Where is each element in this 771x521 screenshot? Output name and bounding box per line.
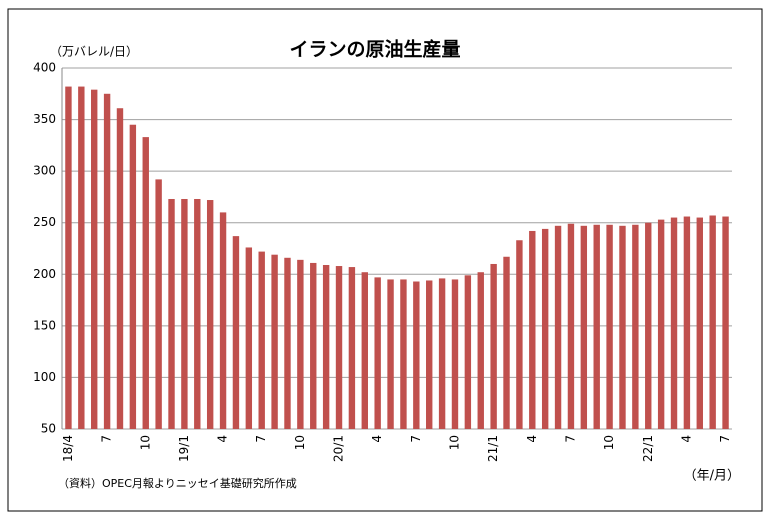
x-tick-label: 18/4 (61, 435, 75, 462)
bar (116, 108, 124, 430)
x-axis-label: （年/月） (684, 469, 740, 484)
x-tick-label: 10 (138, 435, 152, 450)
bar (722, 216, 729, 429)
bar (683, 216, 691, 429)
bar (361, 272, 368, 429)
x-tick-label: 7 (254, 435, 268, 443)
bar (567, 223, 575, 429)
bar (529, 230, 536, 429)
y-tick-label: 100 (33, 370, 56, 384)
bar (477, 272, 484, 429)
bar (503, 256, 510, 429)
bar (696, 217, 703, 429)
bar (580, 225, 588, 429)
x-tick-label: 7 (100, 435, 114, 443)
bar (541, 228, 549, 429)
bar (709, 215, 716, 429)
bar (490, 263, 497, 429)
bar (593, 224, 600, 429)
bar (155, 179, 162, 429)
y-tick-label: 150 (33, 318, 56, 332)
y-tick-label: 300 (33, 164, 56, 178)
x-tick-label: 4 (216, 435, 230, 443)
bar (632, 224, 639, 429)
bar (322, 265, 330, 429)
x-tick-label: 4 (370, 435, 384, 443)
x-tick-label: 10 (293, 435, 307, 450)
source-note: （資料）OPEC月報よりニッセイ基礎研究所作成 (58, 476, 297, 490)
bar (374, 277, 381, 429)
bar (451, 279, 459, 429)
x-tick-label: 21/1 (486, 435, 500, 462)
bar (103, 93, 111, 430)
bar (65, 86, 72, 430)
y-axis-label: （万バレル/日） (50, 45, 138, 59)
bar (400, 279, 407, 429)
bar (168, 198, 175, 429)
bar (387, 279, 394, 429)
x-tick-label: 10 (602, 435, 616, 450)
bar (426, 280, 433, 429)
bar (348, 267, 356, 429)
bar (271, 254, 278, 429)
y-tick-label: 200 (33, 267, 56, 281)
bar (142, 137, 149, 429)
x-tick-label: 4 (679, 435, 693, 443)
x-tick-label: 20/1 (332, 435, 346, 462)
chart-title: イランの原油生産量 (289, 38, 460, 61)
bar (413, 281, 420, 429)
bar (129, 124, 137, 429)
bar (645, 222, 652, 429)
bar (670, 217, 678, 429)
bar (554, 225, 562, 429)
bar (245, 247, 253, 429)
y-tick-label: 350 (33, 112, 56, 126)
bar (335, 266, 343, 429)
bar (657, 219, 665, 429)
x-tick-label: 10 (447, 435, 461, 450)
bar (232, 236, 240, 429)
x-tick-label: 7 (409, 435, 423, 443)
y-tick-label: 250 (33, 215, 56, 229)
x-tick-label: 7 (718, 435, 732, 443)
bar (606, 224, 613, 429)
bar (310, 262, 317, 429)
bar (181, 198, 188, 429)
x-tick-label: 7 (563, 435, 577, 443)
x-tick-label: 22/1 (641, 435, 655, 462)
bar (91, 89, 98, 429)
x-tick-label: 4 (525, 435, 539, 443)
bar (194, 198, 201, 429)
bar (284, 257, 291, 429)
bar (464, 275, 472, 429)
bar (219, 212, 227, 429)
y-tick-label: 400 (33, 61, 56, 75)
x-tick-label: 19/1 (177, 435, 191, 462)
bar (78, 86, 85, 430)
y-tick-label: 50 (41, 422, 56, 436)
bar (297, 259, 304, 429)
bar (206, 200, 214, 429)
bar (619, 225, 626, 429)
bar (516, 240, 523, 429)
bar (438, 278, 446, 429)
bar (258, 251, 265, 429)
